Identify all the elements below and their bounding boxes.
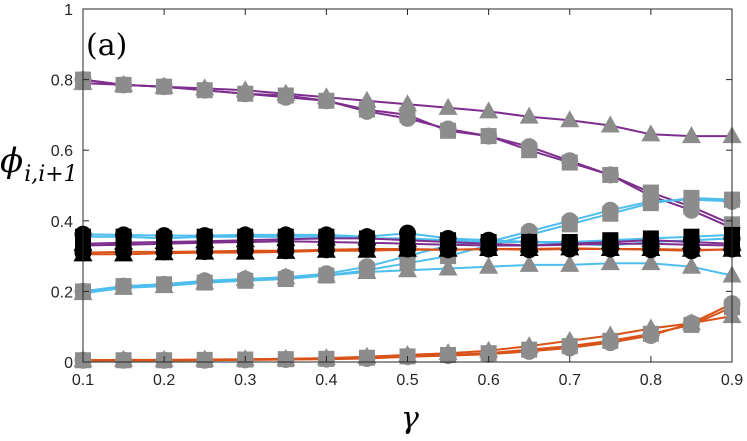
data-point-square: [480, 128, 497, 145]
data-point-triangle: [357, 240, 377, 258]
data-point-triangle: [357, 346, 377, 364]
data-point-triangle: [519, 106, 539, 124]
data-point-triangle: [641, 318, 661, 336]
data-point-triangle: [519, 239, 539, 257]
data-point-square: [602, 205, 619, 222]
data-point-square: [196, 82, 213, 99]
data-point-square: [683, 189, 700, 206]
data-point-square: [156, 78, 173, 95]
y-tick-label: 0.6: [51, 143, 73, 160]
data-point-triangle: [195, 272, 215, 290]
y-tick-label: 0.2: [51, 284, 73, 301]
data-point-triangle: [600, 239, 620, 257]
data-point-triangle: [398, 239, 417, 257]
x-tick-label: 0.7: [559, 372, 581, 389]
data-point-triangle: [235, 242, 255, 260]
y-axis-title-subscript: i,i+1: [24, 162, 78, 187]
y-tick-label: 0.4: [51, 214, 73, 231]
x-tick-label: 0.9: [721, 372, 743, 389]
data-point-square: [561, 216, 578, 233]
data-point-triangle: [114, 349, 134, 367]
data-point-square: [358, 101, 375, 118]
x-tick-label: 0.3: [234, 372, 256, 389]
x-tick-label: 0.5: [396, 372, 418, 389]
x-tick-label: 0.4: [315, 372, 337, 389]
data-point-triangle: [600, 115, 620, 133]
data-point-triangle: [398, 344, 417, 362]
data-point-square: [521, 142, 538, 159]
data-point-square: [277, 87, 294, 104]
data-point-triangle: [519, 336, 539, 354]
data-point-triangle: [600, 325, 620, 343]
x-tick-label: 0.8: [640, 372, 662, 389]
data-point-triangle: [641, 239, 661, 257]
data-point-square: [115, 76, 132, 93]
data-point-square: [237, 85, 254, 102]
x-tick-label: 0.1: [72, 372, 94, 389]
x-axis-title: γ: [401, 401, 419, 436]
data-point-triangle: [114, 244, 134, 262]
y-tick-label: 0.8: [51, 73, 73, 90]
data-point-triangle: [276, 267, 296, 285]
data-point-triangle: [560, 110, 580, 128]
data-point-triangle: [154, 243, 174, 261]
panel-label: (a): [86, 28, 127, 63]
data-point-triangle: [398, 260, 417, 278]
data-point-triangle: [438, 239, 458, 257]
y-axis-title-base: ϕ: [0, 141, 23, 181]
data-point-square: [399, 106, 416, 123]
data-point-triangle: [681, 126, 701, 144]
data-point-triangle: [154, 276, 174, 294]
data-point-triangle: [357, 261, 377, 279]
y-tick-label: 1: [64, 2, 73, 19]
data-point-triangle: [560, 330, 580, 348]
data-point-triangle: [438, 258, 458, 276]
data-point-triangle: [438, 97, 458, 115]
x-tick-label: 0.2: [153, 372, 175, 389]
data-point-triangle: [681, 239, 701, 257]
data-point-triangle: [316, 240, 336, 258]
data-point-triangle: [479, 239, 499, 257]
data-point-square: [318, 92, 335, 109]
data-point-square: [602, 166, 619, 183]
data-point-square: [440, 122, 457, 139]
data-point-triangle: [195, 242, 215, 260]
data-point-triangle: [681, 313, 701, 331]
plot-markers: [73, 71, 742, 369]
y-tick-label: 0: [64, 355, 73, 372]
y-axis-title: ϕi,i+1: [0, 141, 78, 187]
data-point-triangle: [641, 253, 661, 271]
data-point-triangle: [681, 256, 701, 274]
data-point-triangle: [235, 269, 255, 287]
data-point-triangle: [560, 238, 580, 256]
data-point-triangle: [519, 254, 539, 272]
data-point-triangle: [479, 340, 499, 358]
data-point-triangle: [641, 124, 661, 142]
data-point-triangle: [479, 101, 499, 119]
data-point-triangle: [276, 241, 296, 259]
data-point-triangle: [316, 265, 336, 283]
ticks: 0.1 0.2 0.3 0.4 0.5 0.6 0.7 0.8 0.9 0 0.2 0.4 0.6 0.8…: [51, 2, 743, 389]
data-point-square: [642, 195, 659, 212]
data-point-triangle: [114, 277, 134, 295]
data-point-triangle: [479, 256, 499, 274]
x-tick-label: 0.6: [478, 372, 500, 389]
data-point-triangle: [560, 254, 580, 272]
data-point-triangle: [600, 253, 620, 271]
data-point-square: [561, 154, 578, 171]
data-point-triangle: [438, 343, 458, 361]
